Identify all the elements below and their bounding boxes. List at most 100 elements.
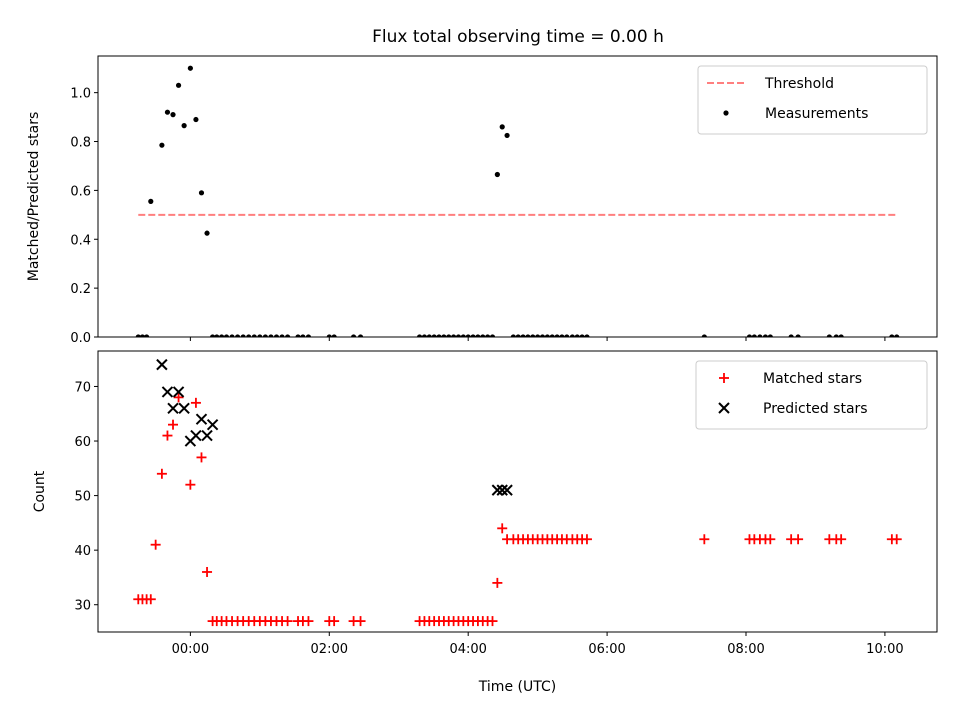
measurement-point [257, 334, 263, 337]
legend-label: Threshold [764, 76, 834, 92]
predicted-star-point [491, 484, 504, 496]
measurement-point [574, 334, 580, 337]
measurement-point [431, 334, 437, 337]
legend-swatch [718, 402, 730, 414]
measurement-point [139, 334, 146, 337]
measurement-point [305, 334, 312, 337]
legend-label: Measurements [765, 106, 868, 122]
matched-star-point [303, 616, 314, 627]
measurement-point [279, 334, 285, 337]
matched-star-point [190, 397, 201, 408]
x-tick-label: 00:00 [172, 642, 209, 657]
measurement-point [175, 82, 182, 88]
y-tick-label: 0.0 [70, 331, 91, 346]
matched-star-point [497, 523, 508, 534]
measurement-point [894, 334, 900, 337]
matched-star-point [581, 534, 592, 545]
legend-swatch [719, 373, 729, 383]
measurement-point [235, 334, 241, 337]
measurement-point [833, 334, 839, 337]
measurement-point [214, 334, 220, 337]
predicted-star-point [190, 429, 202, 442]
matched-star-point [487, 616, 498, 627]
measurement-point [889, 334, 895, 337]
y-tick-label: 60 [74, 435, 91, 450]
measurement-point [426, 334, 432, 337]
predicted-star-point [178, 402, 190, 414]
measurement-point [193, 116, 199, 123]
measurement-point [838, 334, 844, 337]
measurement-point [159, 142, 165, 148]
plot-area [135, 65, 900, 337]
legend-label: Predicted stars [763, 401, 868, 417]
matched-star-point [202, 566, 213, 577]
measurement-point [198, 190, 205, 196]
measurement-point [251, 334, 257, 337]
measurement-point [350, 334, 357, 337]
top-panel-ratio: 0.0 0.2 0.4 0.6 0.8 1.0 Matched/Predicted star… [26, 55, 938, 346]
predicted-star-point [167, 402, 179, 414]
measurement-point [295, 334, 301, 337]
measurement-point [475, 334, 481, 337]
y-tick-label: 70 [74, 380, 91, 395]
measurement-point [530, 334, 536, 337]
predicted-star-point [496, 484, 508, 496]
measurement-point [164, 109, 171, 115]
matched-star-point [836, 534, 847, 545]
legend: Threshold Measurements [697, 65, 928, 135]
measurement-point [510, 334, 516, 337]
measurement-point [751, 334, 757, 337]
matched-star-point [329, 616, 340, 627]
measurement-point [451, 334, 457, 337]
measurement-point [262, 334, 268, 337]
plot-area [133, 358, 902, 627]
measurement-point [421, 334, 428, 337]
y-tick-label: 0.8 [70, 136, 91, 151]
measurement-point [436, 334, 442, 337]
measurement-point [520, 334, 526, 337]
predicted-star-point [501, 484, 513, 496]
measurement-point [416, 334, 423, 337]
matched-star-point [793, 534, 804, 545]
matched-star-point [699, 534, 710, 545]
measurement-point [187, 65, 193, 71]
measurement-point [535, 334, 541, 337]
legend-label: Matched stars [763, 371, 862, 387]
measurement-point [515, 334, 521, 337]
measurement-point [504, 132, 510, 139]
matched-star-point [145, 594, 156, 605]
y-tick-label: 40 [74, 544, 91, 559]
measurement-point [767, 334, 773, 337]
x-tick-label: 04:00 [449, 642, 486, 657]
y-tick-label: 30 [74, 599, 91, 614]
measurement-point [480, 334, 486, 337]
matched-star-point [196, 452, 207, 463]
measurement-point [554, 334, 560, 337]
measurement-point [300, 334, 306, 337]
measurement-point [135, 334, 141, 337]
y-axis-label: Matched/Predicted stars [26, 112, 42, 282]
measurement-point [209, 334, 216, 337]
predicted-star-point [156, 358, 168, 371]
measurement-point [357, 334, 364, 337]
measurement-point [246, 334, 252, 337]
x-axis-label: Time (UTC) [478, 679, 556, 695]
bottom-panel-count: 30 40 50 60 70 00:00 02:00 04:00 06:00 08:00 10:00… [32, 350, 938, 695]
measurement-point [219, 334, 225, 337]
measurement-point [446, 334, 452, 337]
measurement-point [539, 334, 546, 337]
y-tick-label: 0.2 [70, 282, 91, 297]
y-tick-label: 50 [74, 490, 91, 505]
predicted-star-point [161, 386, 174, 398]
measurement-point [326, 334, 332, 337]
measurement-point [148, 198, 154, 204]
measurement-point [441, 334, 447, 337]
y-tick-label: 1.0 [70, 87, 91, 102]
x-tick-label: 02:00 [311, 642, 348, 657]
matched-star-point [765, 534, 776, 545]
y-axis-label: Count [32, 470, 48, 512]
matched-star-point [282, 616, 293, 627]
matched-star-point [173, 392, 184, 403]
legend-swatch [723, 110, 729, 116]
